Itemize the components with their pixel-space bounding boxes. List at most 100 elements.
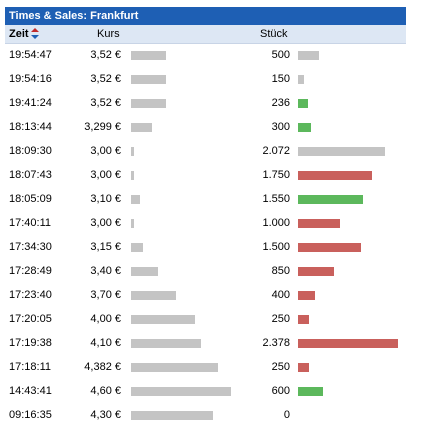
trade-price: 4,30 € xyxy=(90,409,121,421)
trade-qty: 850 xyxy=(271,265,290,277)
trade-row: 17:28:49 3,40 € 850 xyxy=(5,260,406,284)
trade-price: 3,15 € xyxy=(90,241,121,253)
trade-time: 09:16:35 xyxy=(9,409,52,421)
trade-qty: 500 xyxy=(271,49,290,61)
sort-up-arrow xyxy=(31,28,39,32)
column-header-time[interactable]: Zeit xyxy=(9,28,29,40)
trade-row: 17:40:11 3,00 € 1.000 xyxy=(5,212,406,236)
trade-row: 18:13:44 3,299 € 300 xyxy=(5,116,406,140)
trade-time: 17:23:40 xyxy=(9,289,52,301)
trade-qty: 236 xyxy=(271,97,290,109)
column-header-price[interactable]: Kurs xyxy=(97,28,120,40)
price-bar xyxy=(131,99,166,108)
price-bar xyxy=(131,243,144,252)
trade-price: 3,70 € xyxy=(90,289,121,301)
price-bar xyxy=(131,315,195,324)
trade-price: 3,40 € xyxy=(90,265,121,277)
trade-time: 19:54:47 xyxy=(9,49,52,61)
trade-row: 17:20:05 4,00 € 250 xyxy=(5,308,406,332)
trade-row: 09:16:35 4,30 € 0 xyxy=(5,404,406,428)
trade-row: 18:07:43 3,00 € 1.750 xyxy=(5,164,406,188)
sort-icon[interactable] xyxy=(31,28,39,39)
qty-bar xyxy=(298,339,398,348)
trade-row: 19:41:24 3,52 € 236 xyxy=(5,92,406,116)
trade-price: 3,52 € xyxy=(90,97,121,109)
trade-qty: 0 xyxy=(283,409,290,421)
trade-price: 3,00 € xyxy=(90,145,121,157)
trade-price: 3,00 € xyxy=(90,169,121,181)
qty-bar xyxy=(298,387,324,396)
trade-row: 17:23:40 3,70 € 400 xyxy=(5,284,406,308)
trade-time: 18:07:43 xyxy=(9,169,52,181)
trade-qty: 1.500 xyxy=(262,241,290,253)
qty-bar xyxy=(298,123,311,132)
price-bar xyxy=(131,51,166,60)
trade-price: 3,52 € xyxy=(90,49,121,61)
trade-time: 17:20:05 xyxy=(9,313,52,325)
trade-row: 19:54:47 3,52 € 500 xyxy=(5,44,406,68)
qty-bar xyxy=(298,219,341,228)
qty-bar xyxy=(298,315,309,324)
trades-list: 19:54:47 3,52 € 500 19:54:16 3,52 € 150 19:41:… xyxy=(5,44,406,428)
trade-time: 17:28:49 xyxy=(9,265,52,277)
column-header-qty[interactable]: Stück xyxy=(260,28,288,40)
qty-bar xyxy=(298,75,305,84)
trade-qty: 150 xyxy=(271,73,290,85)
price-bar xyxy=(131,363,218,372)
trade-row: 17:18:11 4,382 € 250 xyxy=(5,356,406,380)
trade-row: 14:43:41 4,60 € 600 xyxy=(5,380,406,404)
trade-time: 17:18:11 xyxy=(9,361,52,373)
trade-qty: 2.072 xyxy=(262,145,290,157)
trade-qty: 1.000 xyxy=(262,217,290,229)
trade-price: 3,10 € xyxy=(90,193,121,205)
qty-bar xyxy=(298,99,308,108)
trade-qty: 300 xyxy=(271,121,290,133)
price-bar xyxy=(131,291,177,300)
sort-down-arrow xyxy=(31,35,39,39)
qty-bar xyxy=(298,195,364,204)
trade-time: 14:43:41 xyxy=(9,385,52,397)
qty-bar xyxy=(298,243,362,252)
trade-qty: 250 xyxy=(271,313,290,325)
trade-row: 17:19:38 4,10 € 2.378 xyxy=(5,332,406,356)
qty-bar xyxy=(298,291,315,300)
trade-price: 4,00 € xyxy=(90,313,121,325)
qty-bar xyxy=(298,147,386,156)
trade-row: 18:05:09 3,10 € 1.550 xyxy=(5,188,406,212)
price-bar xyxy=(131,411,213,420)
trade-qty: 600 xyxy=(271,385,290,397)
trade-price: 3,299 € xyxy=(84,121,121,133)
price-bar xyxy=(131,267,159,276)
trade-row: 19:54:16 3,52 € 150 xyxy=(5,68,406,92)
column-header: Zeit Kurs Stück xyxy=(5,25,406,44)
trade-row: 17:34:30 3,15 € 1.500 xyxy=(5,236,406,260)
trade-qty: 1.750 xyxy=(262,169,290,181)
qty-bar xyxy=(298,363,309,372)
price-bar xyxy=(131,219,134,228)
trade-time: 18:09:30 xyxy=(9,145,52,157)
trade-time: 17:40:11 xyxy=(9,217,52,229)
times-and-sales-widget: Times & Sales: Frankfurt Zeit Kurs Stück… xyxy=(5,7,406,428)
price-bar xyxy=(131,147,134,156)
qty-bar xyxy=(298,51,319,60)
trade-time: 19:41:24 xyxy=(9,97,52,109)
price-bar xyxy=(131,123,153,132)
trade-time: 17:34:30 xyxy=(9,241,52,253)
trade-qty: 1.550 xyxy=(262,193,290,205)
qty-bar xyxy=(298,171,372,180)
trade-row: 18:09:30 3,00 € 2.072 xyxy=(5,140,406,164)
trade-price: 3,00 € xyxy=(90,217,121,229)
price-bar xyxy=(131,195,141,204)
price-bar xyxy=(131,387,231,396)
trade-price: 4,382 € xyxy=(84,361,121,373)
widget-title: Times & Sales: Frankfurt xyxy=(5,7,406,25)
trade-price: 4,60 € xyxy=(90,385,121,397)
qty-bar xyxy=(298,267,334,276)
trade-price: 4,10 € xyxy=(90,337,121,349)
trade-time: 18:05:09 xyxy=(9,193,52,205)
trade-qty: 250 xyxy=(271,361,290,373)
price-bar xyxy=(131,75,166,84)
trade-qty: 2.378 xyxy=(262,337,290,349)
trade-qty: 400 xyxy=(271,289,290,301)
trade-time: 17:19:38 xyxy=(9,337,52,349)
